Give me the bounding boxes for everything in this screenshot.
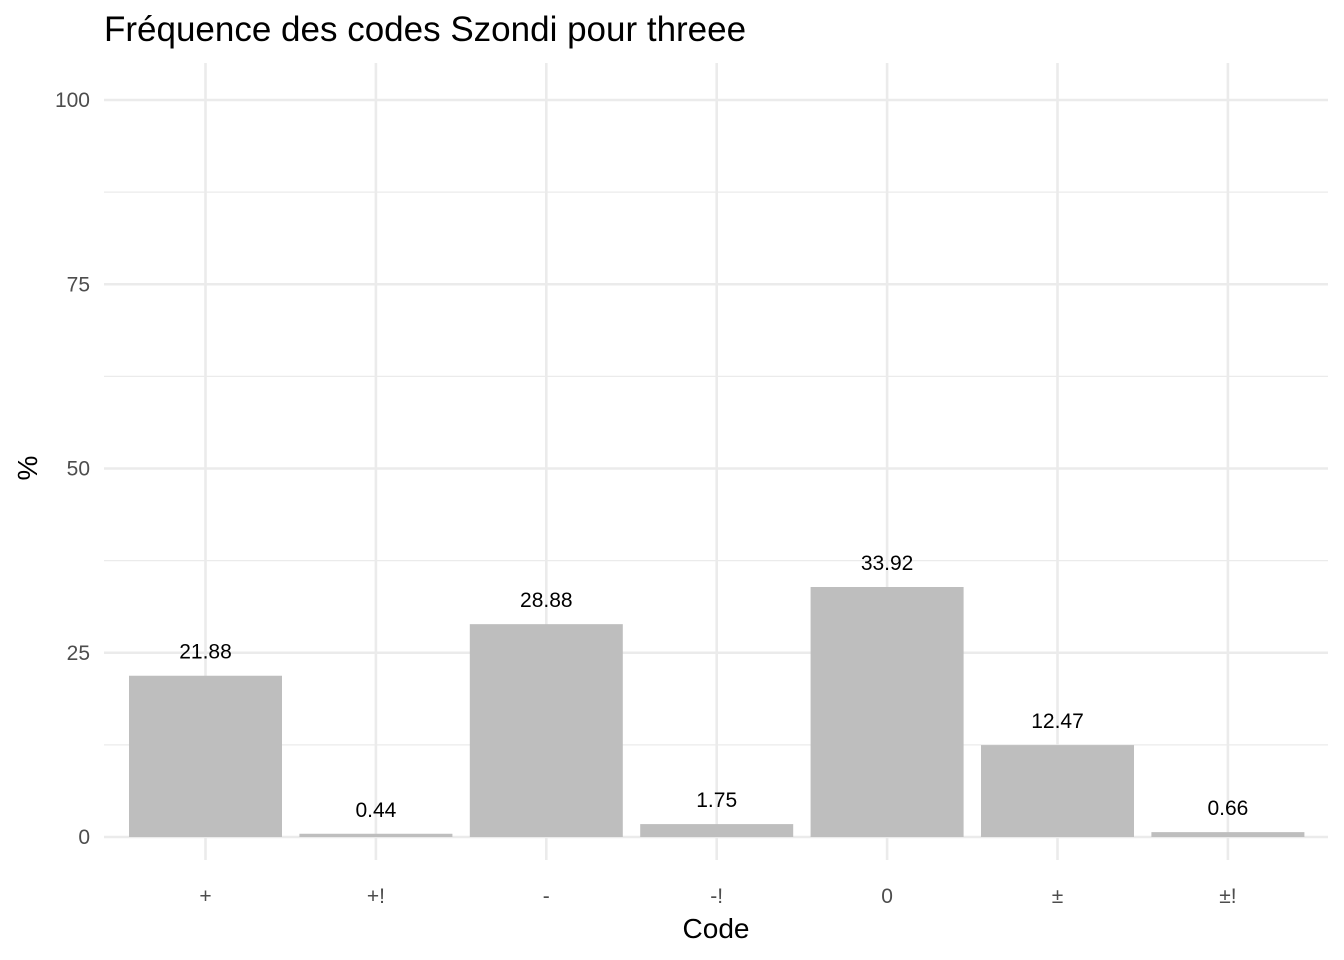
bar [469,624,623,837]
bar [1151,832,1305,837]
y-tick-label: 75 [67,273,90,296]
data-label: 0.44 [355,799,396,822]
x-tick-label: ±! [1219,885,1236,908]
y-axis-ticks: 0 25 50 75 100 [55,89,90,849]
bar [640,824,794,837]
bar [129,675,282,837]
x-axis-title: Code [683,913,750,944]
x-tick-label: + [199,885,211,908]
y-tick-label: 25 [67,642,90,665]
y-tick-label: 0 [78,826,90,849]
data-label: 21.88 [179,641,232,664]
x-axis-ticks: + +! - -! 0 ± ±! [199,885,1236,908]
x-tick-label: - [543,885,550,908]
bar [981,745,1134,837]
y-tick-label: 50 [67,458,90,481]
x-tick-label: 0 [881,885,893,908]
bar [299,833,453,837]
y-axis-title: % [12,456,43,481]
data-label: 1.75 [696,789,737,812]
chart-title: Fréquence des codes Szondi pour threee [104,10,746,49]
bar [810,587,964,837]
bars [129,587,1305,837]
data-label: 12.47 [1031,710,1084,733]
x-tick-label: -! [710,885,723,908]
y-tick-label: 100 [55,89,90,112]
data-label: 28.88 [520,589,573,612]
data-labels: 21.88 0.44 28.88 1.75 33.92 12.47 0.66 [179,552,1248,822]
x-tick-label: +! [367,885,385,908]
grid [104,63,1328,860]
data-label: 0.66 [1207,797,1248,820]
data-label: 33.92 [861,552,914,575]
x-tick-label: ± [1052,885,1064,908]
